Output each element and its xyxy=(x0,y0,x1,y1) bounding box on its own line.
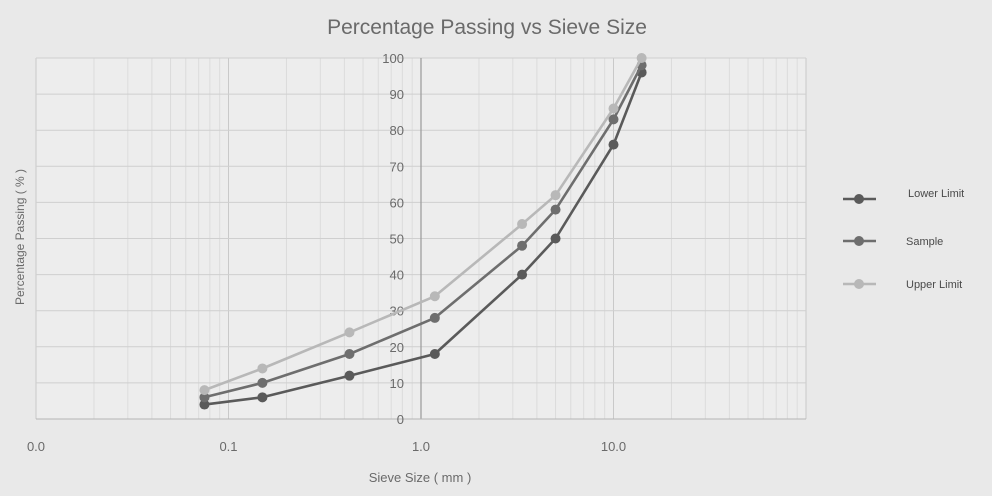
data-point xyxy=(517,219,528,230)
y-tick-label: 90 xyxy=(390,87,404,102)
data-point xyxy=(344,370,355,381)
data-point xyxy=(608,139,619,150)
data-point xyxy=(429,291,440,302)
legend-item: Lower Limit xyxy=(843,188,964,204)
legend: Lower Limit Sample Upper Limit xyxy=(843,188,964,291)
legend-label: Lower Limit xyxy=(908,188,964,200)
x-tick-label: 0.0 xyxy=(27,439,45,454)
data-point xyxy=(608,103,619,114)
y-tick-label: 100 xyxy=(382,51,404,66)
legend-marker xyxy=(854,236,864,246)
legend-label: Sample xyxy=(906,236,943,248)
data-point xyxy=(608,114,619,125)
legend-marker xyxy=(854,279,864,289)
data-point xyxy=(550,190,561,201)
data-point xyxy=(517,240,528,251)
y-tick-label: 40 xyxy=(390,268,404,283)
x-tick-label: 0.1 xyxy=(219,439,237,454)
data-point xyxy=(344,327,355,338)
series-layer xyxy=(199,53,647,410)
data-point xyxy=(429,312,440,323)
data-point xyxy=(517,269,528,280)
series-upper-limit xyxy=(199,53,647,396)
data-point xyxy=(550,204,561,215)
legend-item: Upper Limit xyxy=(843,279,962,291)
data-point xyxy=(199,385,210,396)
series-line xyxy=(204,64,643,399)
x-axis-title: Sieve Size ( mm ) xyxy=(369,470,472,485)
y-tick-label: 60 xyxy=(390,195,404,210)
data-point xyxy=(257,392,268,403)
data-point xyxy=(429,349,440,360)
chart-title: Percentage Passing vs Sieve Size xyxy=(327,16,647,39)
data-point xyxy=(199,399,210,410)
series-line xyxy=(204,71,643,406)
data-point xyxy=(199,392,210,403)
y-tick-label: 10 xyxy=(390,376,404,391)
data-point xyxy=(257,377,268,388)
x-tick-label: 1.0 xyxy=(412,439,430,454)
x-tick-label: 10.0 xyxy=(601,439,626,454)
data-point xyxy=(636,53,647,63)
y-tick-label: 80 xyxy=(390,123,404,138)
legend-marker xyxy=(854,194,864,204)
series-lower-limit xyxy=(199,67,647,410)
data-point xyxy=(257,363,268,374)
y-tick-label: 70 xyxy=(390,159,404,174)
legend-item: Sample xyxy=(843,236,943,248)
y-tick-label: 20 xyxy=(390,340,404,355)
y-tick-label: 0 xyxy=(397,412,404,427)
y-tick-label: 50 xyxy=(390,232,404,247)
series-sample xyxy=(199,60,647,403)
data-point xyxy=(550,233,561,244)
data-point xyxy=(344,349,355,360)
y-axis-title: Percentage Passing ( % ) xyxy=(13,169,27,305)
series-line xyxy=(203,57,643,392)
legend-label: Upper Limit xyxy=(906,279,962,291)
